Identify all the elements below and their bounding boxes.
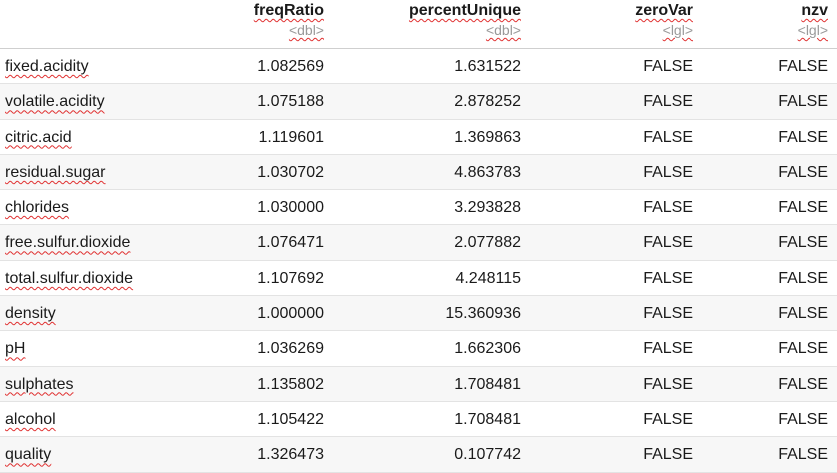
column-type: <dbl> [288,22,324,38]
table-row: pH 1.036269 1.662306 FALSE FALSE [0,331,837,367]
percentunique-cell: 2.077882 [454,234,521,252]
nzv-cell: FALSE [778,269,828,287]
percentunique-cell: 1.708481 [454,410,521,428]
freqratio-cell: 1.082569 [257,58,324,75]
nzv-cell: FALSE [778,128,828,146]
freqratio-cell: 1.107692 [257,269,324,287]
nzv-cell: FALSE [778,58,828,75]
column-name: percentUnique [408,2,521,19]
percentunique-cell: 2.878252 [454,93,521,111]
nzv-cell: FALSE [778,93,828,111]
freqratio-cell: 1.000000 [257,305,324,323]
zerovar-cell: FALSE [643,340,693,358]
zerovar-cell: FALSE [643,58,693,75]
row-name-cell: quality [5,437,51,471]
row-name-cell: pH [5,331,25,365]
row-name: alcohol [5,410,56,428]
column-type: <lgl> [797,22,828,38]
column-name: nzv [801,2,828,19]
row-name-cell: sulphates [5,367,74,401]
freqratio-cell: 1.105422 [257,410,324,428]
row-name: density [5,305,56,323]
table-header: freqRatio <dbl> percentUnique <dbl> zero… [0,0,837,49]
row-name: quality [5,446,52,464]
freqratio-cell: 1.135802 [257,375,324,393]
nzv-cell: FALSE [778,446,828,464]
percentunique-cell: 3.293828 [454,199,521,217]
percentunique-cell: 1.662306 [454,340,521,358]
table-row: free.sulfur.dioxide 1.076471 2.077882 FA… [0,225,837,261]
row-name-cell: alcohol [5,402,56,436]
percentunique-cell: 0.107742 [454,446,521,464]
column-name: freqRatio [253,2,324,19]
nzv-cell: FALSE [778,305,828,323]
column-type: <dbl> [485,22,521,38]
zerovar-cell: FALSE [643,375,693,393]
table-row: sulphates 1.135802 1.708481 FALSE FALSE [0,366,837,402]
freqratio-cell: 1.119601 [258,128,324,146]
freqratio-cell: 1.075188 [257,93,324,111]
percentunique-cell: 4.248115 [455,269,521,287]
table-row: total.sulfur.dioxide 1.107692 4.248115 F… [0,261,837,297]
table-body: fixed.acidity 1.082569 1.631522 FALSE FA… [0,49,837,473]
row-name-cell: fixed.acidity [5,49,89,83]
nzv-cell: FALSE [778,234,828,252]
table-row: alcohol 1.105422 1.708481 FALSE FALSE [0,402,837,438]
column-name: zeroVar [635,2,693,19]
zerovar-cell: FALSE [643,305,693,323]
table-row: volatile.acidity 1.075188 2.878252 FALSE… [0,84,837,120]
percentunique-cell: 4.863783 [454,163,521,181]
percentunique-cell: 1.631522 [454,58,521,75]
row-name-cell: chlorides [5,190,69,224]
row-name: free.sulfur.dioxide [5,234,131,252]
row-name: volatile.acidity [5,93,105,111]
freqratio-cell: 1.076471 [257,234,324,252]
zerovar-cell: FALSE [643,446,693,464]
table-row: quality 1.326473 0.107742 FALSE FALSE [0,437,837,473]
nzv-cell: FALSE [778,163,828,181]
column-header-zerovar[interactable]: zeroVar <lgl> [635,0,693,38]
nzv-cell: FALSE [778,375,828,393]
freqratio-cell: 1.030000 [257,199,324,217]
row-name-cell: volatile.acidity [5,84,105,118]
table-row: fixed.acidity 1.082569 1.631522 FALSE FA… [0,49,837,85]
row-name-cell: citric.acid [5,120,72,154]
row-name: fixed.acidity [5,58,89,75]
freqratio-cell: 1.030702 [257,163,324,181]
zerovar-cell: FALSE [643,93,693,111]
row-name-cell: density [5,296,56,330]
row-name: sulphates [5,375,74,393]
freqratio-cell: 1.036269 [257,340,324,358]
nzv-cell: FALSE [778,340,828,358]
zerovar-cell: FALSE [643,163,693,181]
column-type: <lgl> [662,22,693,38]
table-row: density 1.000000 15.360936 FALSE FALSE [0,296,837,332]
zerovar-cell: FALSE [643,199,693,217]
row-name: pH [5,340,26,358]
zerovar-cell: FALSE [643,128,693,146]
zerovar-cell: FALSE [643,410,693,428]
nzv-cell: FALSE [778,410,828,428]
column-header-nzv[interactable]: nzv <lgl> [798,0,828,38]
column-header-percentunique[interactable]: percentUnique <dbl> [409,0,521,38]
table-row: citric.acid 1.119601 1.369863 FALSE FALS… [0,120,837,155]
row-name-cell: residual.sugar [5,155,106,189]
nzv-cell: FALSE [778,199,828,217]
row-name: residual.sugar [5,163,106,181]
percentunique-cell: 1.708481 [454,375,521,393]
row-name-cell: free.sulfur.dioxide [5,225,130,259]
zerovar-cell: FALSE [643,269,693,287]
percentunique-cell: 15.360936 [445,305,521,323]
row-name: chlorides [5,199,70,217]
table-row: residual.sugar 1.030702 4.863783 FALSE F… [0,154,837,191]
freqratio-cell: 1.326473 [257,446,324,464]
table-row: chlorides 1.030000 3.293828 FALSE FALSE [0,190,837,226]
percentunique-cell: 1.369863 [454,128,521,146]
row-name: citric.acid [5,128,72,146]
zerovar-cell: FALSE [643,234,693,252]
row-name-cell: total.sulfur.dioxide [5,261,133,295]
row-name: total.sulfur.dioxide [5,269,134,287]
column-header-freqratio[interactable]: freqRatio <dbl> [254,0,324,38]
